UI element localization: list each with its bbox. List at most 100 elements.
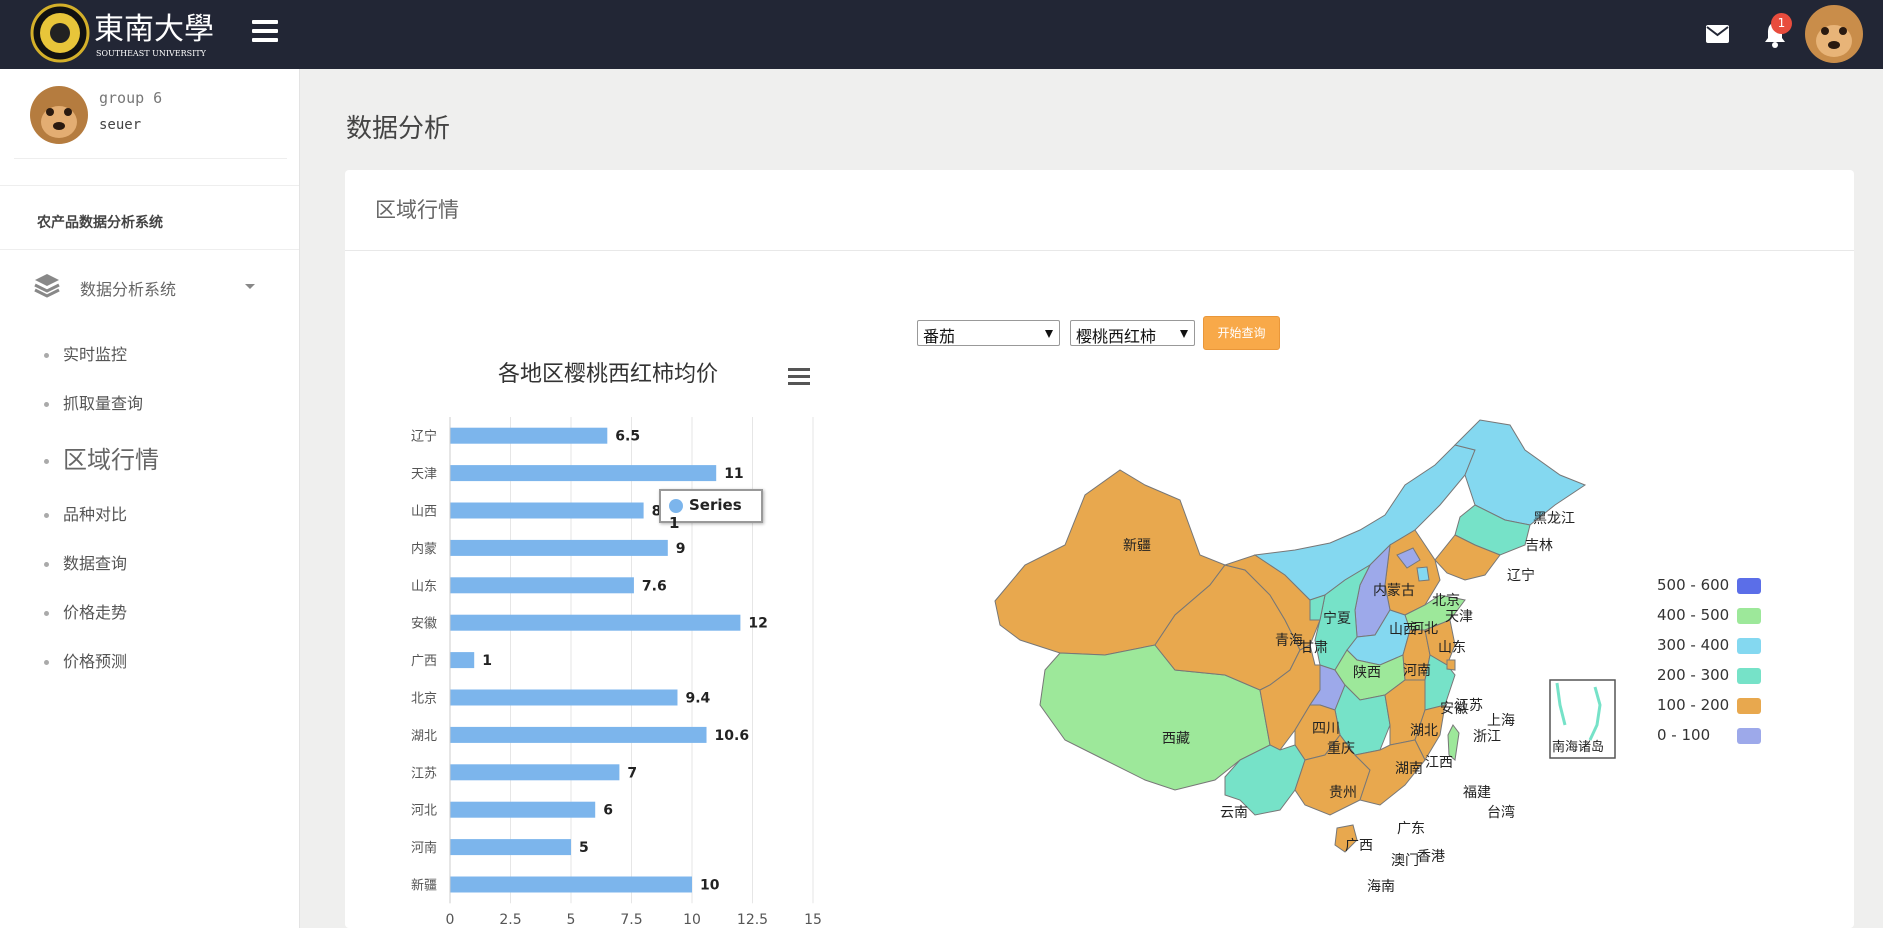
- chevron-down-icon[interactable]: [245, 284, 255, 289]
- panel-title: 区域行情: [375, 198, 459, 222]
- map-label-sichuan: 四川: [1312, 721, 1340, 737]
- map-label-anhui: 安徽: [1440, 701, 1468, 717]
- user-name: seuer: [99, 117, 142, 133]
- start-query-button[interactable]: 开始查询: [1203, 316, 1280, 350]
- map-label-jilin: 吉林: [1525, 538, 1553, 554]
- map-label-fujian: 福建: [1463, 785, 1491, 801]
- sidebar-item-regional-market[interactable]: 区域行情: [44, 440, 159, 475]
- category-label: 河北: [411, 804, 437, 819]
- map-label-shaanxi: 陕西: [1353, 665, 1381, 681]
- variety-select-value: 樱桃西红柿: [1076, 327, 1157, 346]
- x-tick-label: 7.5: [620, 912, 642, 928]
- map-label-hainan: 海南: [1367, 879, 1395, 895]
- x-tick-label: 12.5: [737, 912, 768, 928]
- sidebar-item-price-forecast[interactable]: 价格预测: [44, 648, 127, 672]
- legend-label: 300 - 400: [1657, 636, 1730, 654]
- legend-swatch: [1737, 608, 1761, 624]
- data-label: 10.6: [715, 728, 750, 744]
- bar[interactable]: [450, 614, 741, 631]
- map-label-ningxia: 宁夏: [1323, 610, 1351, 627]
- southeast-university-logo[interactable]: 東南大學 SOUTHEAST UNIVERSITY: [30, 3, 220, 63]
- province-shaanxi[interactable]: [1314, 563, 1372, 671]
- legend-label: 500 - 600: [1657, 576, 1730, 594]
- china-map[interactable]: 新疆 西藏 青海 甘肃 宁夏 内蒙古 黑龙江 吉林 辽宁 北京 天津 河北 山西…: [985, 405, 1655, 915]
- bar[interactable]: [450, 689, 678, 706]
- variety-select[interactable]: 樱桃西红柿: [1070, 320, 1195, 346]
- map-label-guangdong: 广东: [1397, 821, 1425, 837]
- map-label-hebei: 河北: [1410, 621, 1438, 637]
- mail-icon[interactable]: [1706, 25, 1729, 43]
- map-label-zhejiang: 浙江: [1473, 729, 1501, 745]
- divider: [0, 249, 299, 250]
- category-select[interactable]: 番茄: [917, 320, 1060, 346]
- bar[interactable]: [450, 502, 644, 519]
- legend-swatch: [1737, 698, 1761, 714]
- tooltip-series-name: Series 1: [669, 496, 742, 532]
- chart-title: 各地区樱桃西红柿均价: [498, 362, 719, 387]
- x-tick-label: 2.5: [499, 912, 521, 928]
- category-select-value: 番茄: [923, 327, 956, 346]
- data-label: 6: [603, 803, 613, 819]
- top-navbar: 東南大學 SOUTHEAST UNIVERSITY 1: [0, 0, 1883, 69]
- province-taiwan[interactable]: [1447, 724, 1460, 761]
- province-tianjin[interactable]: [1416, 566, 1430, 582]
- data-label: 10: [700, 878, 720, 894]
- province-jiangsu[interactable]: [1424, 619, 1456, 666]
- map-label-hunan: 湖南: [1395, 761, 1423, 777]
- chart-menu-icon[interactable]: [788, 368, 810, 388]
- map-label-jiangsu: 江苏: [1455, 698, 1483, 714]
- bar[interactable]: [450, 876, 692, 893]
- map-label-shanxi: 山西: [1389, 622, 1417, 638]
- province-heilongjiang[interactable]: [1454, 419, 1587, 526]
- sidebar-item-crawl-query[interactable]: 抓取量查询: [44, 390, 143, 414]
- province-hainan[interactable]: [1334, 824, 1358, 853]
- bar[interactable]: [450, 577, 634, 594]
- user-avatar[interactable]: [1805, 5, 1863, 63]
- bar[interactable]: [450, 764, 620, 781]
- data-label: 7: [627, 765, 637, 781]
- map-label-tianjin: 天津: [1445, 609, 1473, 625]
- map-label-macau: 澳门: [1391, 853, 1419, 869]
- province-guangdong[interactable]: [1353, 739, 1426, 806]
- divider: [345, 250, 1854, 251]
- sidebar-section-data-analysis[interactable]: 数据分析系统: [80, 280, 177, 299]
- sidebar-item-data-query[interactable]: 数据查询: [44, 550, 127, 574]
- bar[interactable]: [450, 839, 571, 856]
- notification-badge: 1: [1771, 13, 1792, 34]
- menu-toggle-icon[interactable]: [252, 20, 278, 46]
- province-shanghai[interactable]: [1446, 659, 1456, 671]
- data-label: 11: [724, 466, 743, 482]
- province-yunnan[interactable]: [1224, 744, 1306, 816]
- bar[interactable]: [450, 801, 596, 818]
- map-label-taiwan: 台湾: [1487, 804, 1515, 821]
- data-label: 5: [579, 840, 589, 856]
- category-label: 天津: [411, 467, 437, 482]
- category-label: 湖北: [411, 729, 437, 744]
- dropdown-arrow-icon: [1180, 330, 1188, 338]
- province-liaoning[interactable]: [1434, 534, 1501, 581]
- sidebar-avatar: [30, 86, 88, 144]
- province-beijing[interactable]: [1396, 547, 1421, 569]
- map-label-inner-mongolia: 内蒙古: [1373, 583, 1415, 599]
- bar[interactable]: [450, 652, 475, 669]
- category-label: 安徽: [411, 617, 437, 632]
- bar[interactable]: [450, 726, 707, 743]
- sidebar-item-realtime-monitor[interactable]: 实时监控: [44, 341, 127, 365]
- data-label: 6.5: [615, 429, 640, 445]
- category-label: 新疆: [411, 878, 437, 894]
- map-label-xinjiang: 新疆: [1123, 538, 1151, 554]
- bar[interactable]: [450, 465, 717, 482]
- legend-swatch: [1737, 668, 1761, 684]
- bar[interactable]: [450, 427, 608, 444]
- category-label: 辽宁: [411, 429, 437, 445]
- map-label-south-china-sea: 南海诸岛: [1552, 739, 1604, 755]
- sidebar-item-variety-compare[interactable]: 品种对比: [44, 501, 127, 525]
- map-label-guangxi: 广西: [1345, 838, 1373, 854]
- bar[interactable]: [450, 539, 668, 556]
- sidebar-item-price-trend[interactable]: 价格走势: [44, 599, 127, 623]
- divider: [0, 185, 299, 186]
- data-label: 9.4: [685, 691, 710, 707]
- category-label: 广西: [411, 654, 437, 669]
- legend-label: 100 - 200: [1657, 696, 1730, 714]
- province-ningxia[interactable]: [1309, 594, 1326, 621]
